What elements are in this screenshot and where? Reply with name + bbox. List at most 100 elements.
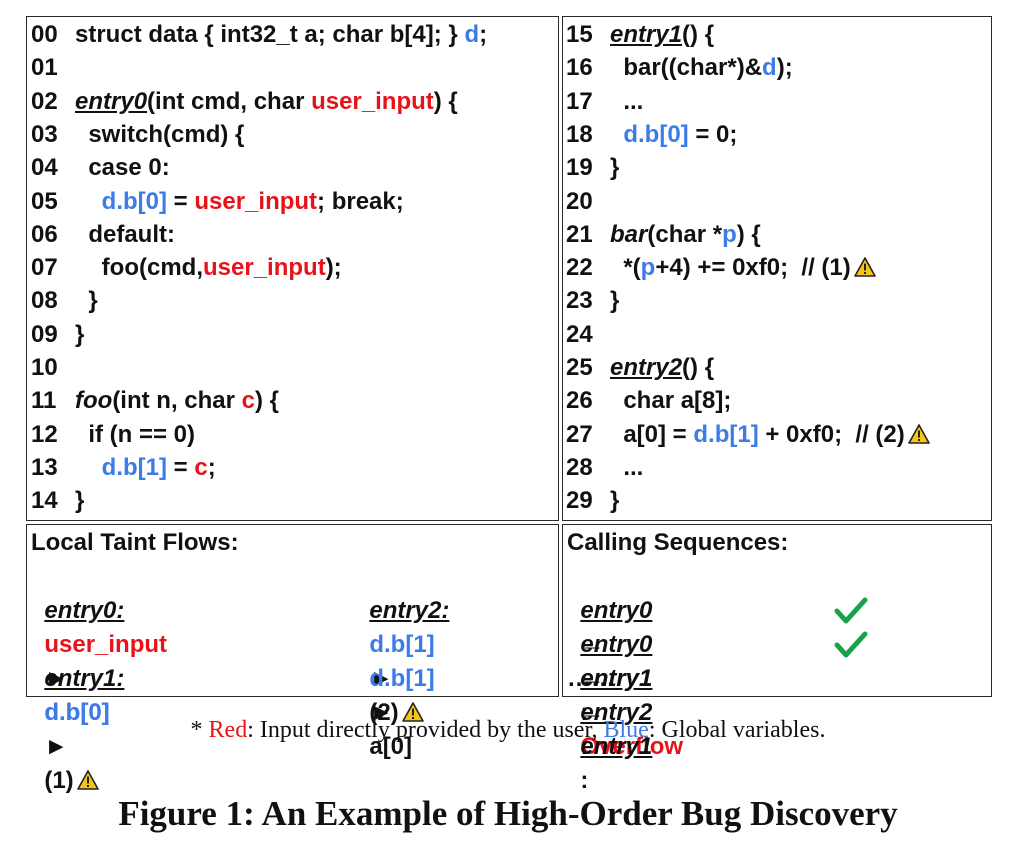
line-number: 07 (31, 254, 58, 282)
code-line: 24 (566, 318, 610, 352)
legend-red-desc: : Input directly provided by the user, (247, 717, 604, 743)
legend-red-word: Red (208, 717, 248, 743)
code-line: 28 ... (566, 451, 643, 485)
code-token: d (762, 54, 777, 82)
code-token: entry1 (610, 21, 683, 48)
taint-entry1-source: d.b[0] (44, 699, 110, 726)
taint-entry1-target: (1) (44, 767, 74, 794)
flow-arrow-icon: ► (44, 733, 69, 760)
code-token: c (194, 453, 208, 481)
legend-blue-word: Blue (603, 717, 649, 743)
line-number: 01 (31, 54, 58, 82)
line-number: 05 (31, 187, 58, 215)
line-number: 28 (566, 453, 593, 481)
sequences-title: Calling Sequences: (567, 529, 789, 556)
code-line: 19} (566, 151, 619, 185)
code-token: entry0 (75, 87, 148, 115)
taint-entry2-source-1: d.b[1] (369, 631, 435, 658)
code-line: 02 entry0(int cmd, char user_input) { (31, 85, 458, 119)
code-line: 11 foo(int n, char c) { (31, 384, 279, 418)
code-token: a[0] = (610, 420, 694, 448)
code-line: 18 d.b[0] = 0; (566, 118, 737, 152)
flow-arrow-icon: ► (44, 665, 69, 692)
line-number: 11 (31, 387, 57, 415)
code-line: 07 foo(cmd,user_input); (31, 251, 342, 285)
code-line: 13 d.b[1] = c; (31, 451, 216, 485)
code-line: 09} (31, 318, 84, 352)
code-line: 12 if (n == 0) (31, 418, 195, 452)
code-token: d.b[0] (101, 187, 167, 215)
flow-arrow-icon: ► (369, 665, 394, 692)
sequence-row: entry0 → entry2 : (567, 594, 652, 764)
code-token: p (640, 254, 656, 282)
code-line: 20 (566, 185, 610, 219)
line-number: 29 (566, 487, 593, 515)
code-line: 08 } (31, 284, 98, 318)
code-token (610, 121, 623, 148)
warning-icon (76, 766, 99, 800)
checkmark-icon (834, 630, 868, 665)
code-token: ; (479, 21, 488, 48)
taint-entry2-target-1: (2) (369, 699, 399, 726)
code-line: 15 entry1() { (566, 18, 714, 52)
line-number: 15 (566, 21, 593, 48)
code-token: (int cmd, char (147, 87, 312, 115)
code-token: (char * (647, 220, 723, 248)
code-line: 00 struct data { int32_t a; char b[4]; } … (31, 18, 487, 52)
line-number: 27 (566, 420, 593, 448)
code-line: 29} (566, 484, 619, 518)
code-token: foo(cmd, (75, 254, 203, 282)
code-token: ) { (433, 87, 458, 115)
line-number: 25 (566, 354, 593, 381)
code-token: } (610, 154, 620, 182)
code-token: () { (682, 21, 715, 48)
taint-entry0-flow: user_input ► d.b[0] (31, 594, 167, 730)
line-number: 17 (566, 87, 593, 115)
code-token: + 0xf0; // (2) (758, 420, 905, 448)
code-line: 22 *(p+4) += 0xf0; // (1) (566, 251, 876, 287)
taint-entry2-flow-1: d.b[1] ► (2) (356, 594, 435, 732)
line-number: 23 (566, 287, 593, 315)
figure-caption: Figure 1: An Example of High-Order Bug D… (118, 794, 898, 833)
sequence-arrow-icon: → (580, 699, 605, 726)
code-line: 21 bar(char *p) { (566, 218, 761, 252)
code-panel-right (562, 16, 992, 521)
line-number: 22 (566, 254, 593, 282)
line-number: 13 (31, 453, 58, 481)
code-line: 23} (566, 284, 619, 318)
sequence-from: entry0 (580, 631, 653, 658)
line-number: 24 (566, 320, 593, 348)
code-token: ; break; (317, 187, 404, 215)
code-token: = 0; (688, 120, 738, 148)
code-token: ... (610, 453, 644, 481)
code-token: char a[8]; (610, 387, 732, 415)
code-token: user_input (311, 87, 434, 115)
taint-panel (26, 524, 559, 697)
sequence-row: entry0 → entry1 : Overflow (567, 560, 683, 764)
code-line: 10 (31, 351, 75, 385)
taint-entry2-label: entry2: (369, 597, 450, 624)
sequence-to: entry2 (580, 699, 653, 726)
sequences-more: …… (567, 665, 615, 692)
line-number: 20 (566, 187, 593, 215)
code-token: user_input (203, 254, 326, 282)
code-line: 25 entry2() { (566, 351, 714, 385)
taint-entry0-row: entry0: (31, 560, 124, 628)
warning-icon (401, 698, 424, 732)
code-token: () { (682, 354, 715, 381)
code-token: } (75, 487, 85, 515)
flow-arrow-icon: ► (369, 699, 394, 726)
code-line: 17 ... (566, 85, 643, 119)
color-legend: * Red: Input directly provided by the us… (0, 714, 1016, 746)
line-number: 10 (31, 354, 58, 381)
line-number: 21 (566, 220, 593, 248)
sequence-arrow-icon: → (580, 665, 605, 692)
sequence-arrow-icon: → (580, 631, 605, 658)
sequences-panel (562, 524, 992, 697)
code-token: bar((char*)& (610, 54, 763, 82)
code-token: = (167, 187, 195, 215)
code-token: d.b[0] (623, 120, 689, 148)
code-token: +4) += 0xf0; // (1) (655, 254, 851, 282)
taint-entry2-source-2: d.b[1] (369, 665, 435, 692)
code-line: 27 a[0] = d.b[1] + 0xf0; // (2) (566, 418, 930, 454)
